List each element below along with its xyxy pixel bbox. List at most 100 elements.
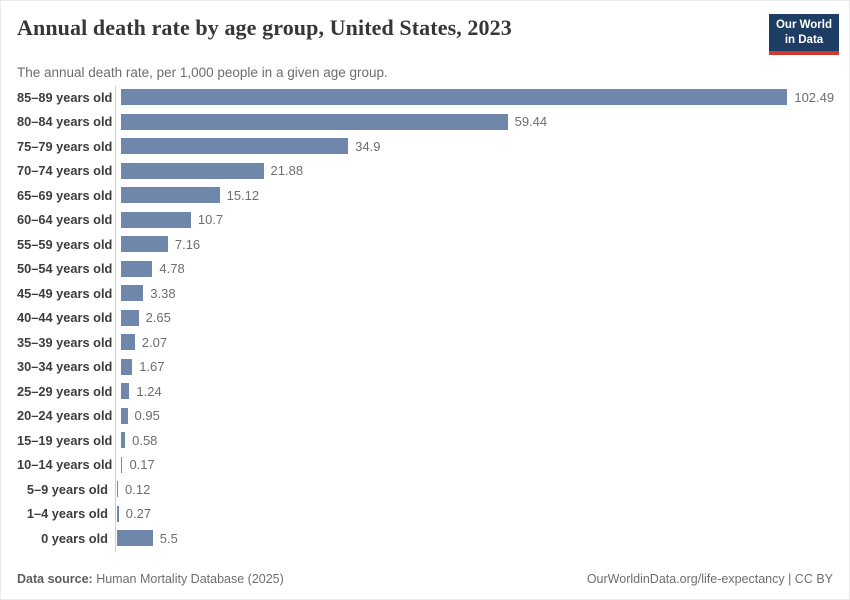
- bar-row: 1–4 years old 0.27: [17, 502, 849, 527]
- bar-value-label: 0.12: [125, 481, 151, 497]
- bar-row: 80–84 years old 59.44: [17, 110, 849, 135]
- bar-row: 85–89 years old 102.49: [17, 85, 849, 110]
- category-label: 0 years old: [41, 530, 108, 546]
- category-label: 10–14 years old: [17, 457, 113, 473]
- category-label: 20–24 years old: [17, 408, 113, 424]
- bar[interactable]: [121, 285, 144, 302]
- category-label: 35–39 years old: [17, 334, 113, 350]
- page-title: Annual death rate by age group, United S…: [17, 15, 512, 40]
- bar[interactable]: [121, 309, 139, 326]
- bar-track: 0.17: [121, 456, 849, 473]
- bar[interactable]: [121, 138, 349, 155]
- bar-value-label: 4.78: [159, 261, 185, 277]
- bar[interactable]: [117, 505, 119, 522]
- category-label: 30–34 years old: [17, 359, 113, 375]
- chart-footer: Data source: Human Mortality Database (2…: [17, 572, 833, 586]
- bar-row: 75–79 years old 34.9: [17, 134, 849, 159]
- category-label: 55–59 years old: [17, 236, 113, 252]
- chart-subtitle: The annual death rate, per 1,000 people …: [17, 65, 388, 80]
- bar-track: 0.95: [121, 407, 849, 424]
- bar-row: 5–9 years old 0.12: [17, 477, 849, 502]
- category-label: 70–74 years old: [17, 163, 113, 179]
- bar-row: 25–29 years old 1.24: [17, 379, 849, 404]
- category-label: 5–9 years old: [26, 481, 108, 497]
- bar-track: 2.07: [121, 334, 849, 351]
- category-label: 60–64 years old: [17, 212, 113, 228]
- category-label: 40–44 years old: [17, 310, 113, 326]
- bar-track: 102.49: [121, 89, 849, 106]
- category-label: 25–29 years old: [17, 383, 113, 399]
- bar-row: 65–69 years old 15.12: [17, 183, 849, 208]
- bar-row: 40–44 years old 2.65: [17, 306, 849, 331]
- category-label: 75–79 years old: [17, 138, 113, 154]
- category-label: 80–84 years old: [17, 114, 113, 130]
- bar-track: 1.24: [121, 383, 849, 400]
- bar[interactable]: [121, 456, 123, 473]
- owid-logo: Our World in Data: [769, 14, 839, 55]
- bar-track: 59.44: [121, 113, 849, 130]
- bar-row: 30–34 years old 1.67: [17, 355, 849, 380]
- bar-track: 0.12: [117, 481, 849, 498]
- bar-value-label: 2.65: [145, 310, 171, 326]
- bar[interactable]: [121, 407, 128, 424]
- bar-rows: 85–89 years old 102.49 80–84 years old 59.4…: [17, 85, 849, 551]
- bar-value-label: 0.27: [125, 506, 152, 522]
- bar-track: 10.7: [121, 211, 849, 228]
- bar-value-label: 21.88: [270, 163, 304, 179]
- bar[interactable]: [121, 260, 153, 277]
- data-source-value: Human Mortality Database (2025): [92, 572, 284, 586]
- bar-value-label: 59.44: [514, 114, 548, 130]
- bar-track: 0.58: [121, 432, 849, 449]
- bar-track: 1.67: [121, 358, 849, 375]
- bar-row: 50–54 years old 4.78: [17, 257, 849, 282]
- bar-value-label: 0.58: [132, 432, 158, 448]
- bar-track: 3.38: [121, 285, 849, 302]
- bar[interactable]: [121, 113, 508, 130]
- bar-value-label: 1.67: [139, 359, 165, 375]
- bar-value-label: 102.49: [794, 89, 835, 105]
- bar[interactable]: [121, 236, 168, 253]
- bar[interactable]: [121, 89, 788, 106]
- category-label: 50–54 years old: [17, 261, 113, 277]
- bar[interactable]: [121, 187, 220, 204]
- owid-logo-line2: in Data: [784, 33, 824, 46]
- bar-row: 20–24 years old 0.95: [17, 404, 849, 429]
- chart-header: Annual death rate by age group, United S…: [17, 13, 839, 82]
- bar-value-label: 34.9: [355, 138, 381, 154]
- bar-track: 34.9: [121, 138, 849, 155]
- owid-logo-line1: Our World: [775, 19, 832, 32]
- bar-track: 21.88: [121, 162, 849, 179]
- bar-chart: 85–89 years old 102.49 80–84 years old 59.4…: [17, 85, 849, 552]
- bar[interactable]: [121, 162, 264, 179]
- bar[interactable]: [121, 358, 133, 375]
- bar-row: 45–49 years old 3.38: [17, 281, 849, 306]
- bar-row: 55–59 years old 7.16: [17, 232, 849, 257]
- bar-value-label: 15.12: [226, 187, 260, 203]
- bar-row: 35–39 years old 2.07: [17, 330, 849, 355]
- bar-value-label: 2.07: [141, 334, 168, 350]
- bar[interactable]: [117, 530, 153, 547]
- data-source: Data source: Human Mortality Database (2…: [17, 572, 284, 586]
- category-label: 45–49 years old: [17, 285, 113, 301]
- bar-value-label: 5.5: [159, 530, 178, 546]
- bar[interactable]: [121, 432, 126, 449]
- bar-value-label: 10.7: [197, 212, 224, 228]
- bar-value-label: 0.95: [134, 408, 160, 424]
- bar[interactable]: [121, 383, 130, 400]
- bar-row: 15–19 years old 0.58: [17, 428, 849, 453]
- category-label: 85–89 years old: [17, 89, 113, 105]
- category-label: 15–19 years old: [17, 432, 113, 448]
- bar-value-label: 7.16: [174, 236, 201, 252]
- data-source-label: Data source:: [17, 572, 93, 586]
- category-label: 65–69 years old: [17, 187, 113, 203]
- bar-row: 60–64 years old 10.7: [17, 208, 849, 233]
- bar[interactable]: [117, 481, 118, 498]
- bar[interactable]: [121, 334, 135, 351]
- bar-value-label: 0.17: [129, 457, 155, 473]
- bar-row: 70–74 years old 21.88: [17, 159, 849, 184]
- bar[interactable]: [121, 211, 191, 228]
- bar-track: 2.65: [121, 309, 849, 326]
- y-axis-line: [115, 86, 116, 552]
- bar-row: 10–14 years old 0.17: [17, 453, 849, 478]
- owid-license-link[interactable]: OurWorldinData.org/life-expectancy | CC …: [586, 572, 833, 586]
